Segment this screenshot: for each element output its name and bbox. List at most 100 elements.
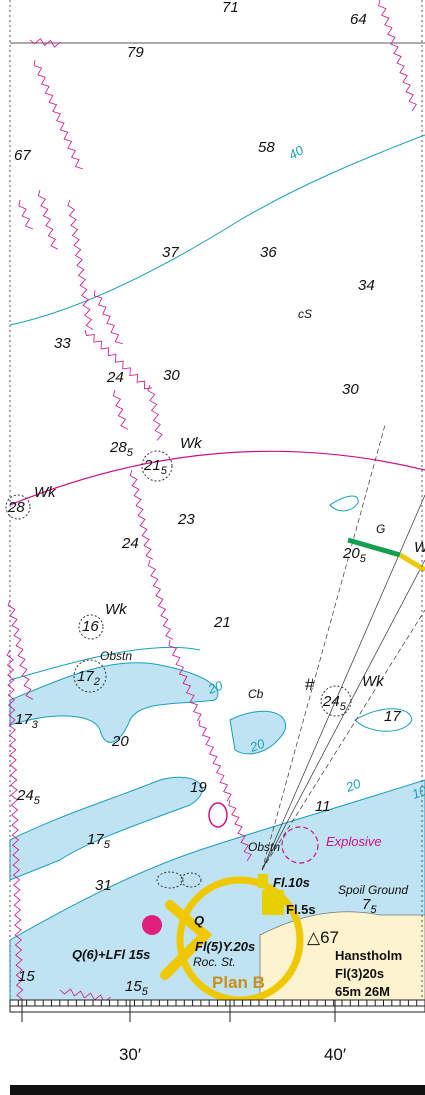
chart-label: Roc. St. bbox=[193, 955, 236, 969]
label-text: Obstn bbox=[100, 649, 132, 663]
label-text: 20 bbox=[205, 678, 225, 698]
chart-label: 31 bbox=[95, 877, 112, 894]
label-text: 67 bbox=[14, 147, 31, 164]
chart-label: 215 bbox=[143, 457, 168, 477]
label-subscript: 5 bbox=[104, 839, 111, 851]
label-text: 23 bbox=[177, 511, 195, 528]
label-text: 34 bbox=[358, 277, 375, 294]
label-text: Explosive bbox=[326, 834, 382, 849]
squiggle bbox=[147, 559, 174, 640]
squiggle bbox=[129, 469, 154, 560]
label-text: Fl(3)20s bbox=[335, 966, 384, 981]
chart-label: 21 bbox=[213, 614, 231, 631]
label-text: Q(6)+LFl 15s bbox=[72, 947, 150, 962]
label-text: 20 bbox=[343, 776, 363, 796]
chart-label: Q(6)+LFl 15s bbox=[72, 947, 150, 962]
label-text: 24 bbox=[322, 693, 340, 710]
chart-label: 37 bbox=[162, 244, 179, 261]
label-subscript: 5 bbox=[127, 447, 134, 459]
chart-label: 155 bbox=[125, 978, 149, 998]
label-text: Wk bbox=[180, 435, 203, 452]
dotted-circles bbox=[5, 450, 352, 889]
chart-label: Fl(3)20s bbox=[335, 966, 384, 981]
harbour-light bbox=[258, 874, 268, 888]
squiggle bbox=[168, 639, 202, 722]
label-text: 28 bbox=[7, 499, 25, 516]
chart-label: 16 bbox=[82, 618, 99, 635]
chart-label: 40 bbox=[286, 142, 307, 163]
chart-label: 19 bbox=[190, 779, 207, 796]
label-text: 33 bbox=[54, 335, 71, 352]
label-text: # bbox=[305, 675, 315, 694]
footer-bar bbox=[10, 1085, 425, 1095]
scale-bar bbox=[9, 999, 425, 1022]
scale-label: 40′ bbox=[324, 1045, 346, 1064]
light-flare bbox=[160, 900, 213, 980]
label-text: Roc. St. bbox=[193, 955, 236, 969]
label-text: 16 bbox=[82, 618, 99, 635]
squiggle bbox=[7, 599, 34, 700]
chart-label: Fl.5s bbox=[286, 902, 316, 917]
label-text: 28 bbox=[109, 439, 127, 456]
chart-label: 33 bbox=[54, 335, 71, 352]
label-text: Fl.10s bbox=[273, 875, 310, 890]
label-text: 31 bbox=[95, 877, 112, 894]
chart-label: 10 bbox=[410, 783, 425, 802]
label-subscript: 5 bbox=[34, 795, 41, 807]
label-subscript: 5 bbox=[142, 986, 149, 998]
label-text: 17 bbox=[15, 711, 32, 728]
label-subscript: 5 bbox=[360, 553, 367, 565]
label-text: cS bbox=[298, 307, 312, 321]
label-text: 20 bbox=[247, 736, 267, 756]
label-text: 36 bbox=[260, 244, 277, 261]
label-text: 71 bbox=[222, 0, 239, 16]
chart-label: 24 bbox=[106, 369, 124, 386]
label-subscript: 3 bbox=[32, 719, 39, 731]
label-subscript: 5 bbox=[340, 701, 347, 713]
label-text: Fl(5)Y.20s bbox=[195, 939, 255, 954]
chart-label: 245 bbox=[16, 787, 41, 807]
label-subscript: 5 bbox=[370, 904, 377, 916]
squiggle bbox=[228, 799, 252, 862]
label-text: Wk bbox=[105, 601, 128, 618]
chart-label: # bbox=[305, 675, 315, 694]
label-text: 24 bbox=[106, 369, 124, 386]
label-subscript: 2 bbox=[93, 676, 100, 688]
label-text: 20 bbox=[111, 733, 129, 750]
label-subscript: 5 bbox=[161, 465, 168, 477]
label-text: Hanstholm bbox=[335, 948, 402, 963]
chart-label: 24 bbox=[121, 535, 139, 552]
contours bbox=[9, 134, 425, 681]
label-text: 40 bbox=[286, 142, 307, 163]
chart-label: Explosive bbox=[326, 834, 382, 849]
label-text: 64 bbox=[350, 11, 367, 28]
chart-label: Q bbox=[194, 913, 204, 928]
label-text: △67 bbox=[307, 928, 339, 947]
label-text: 21 bbox=[143, 457, 161, 474]
chart-label: 67 bbox=[14, 147, 31, 164]
squiggle bbox=[378, 0, 417, 112]
chart-label: 30 bbox=[163, 367, 180, 384]
label-text: 7 bbox=[362, 896, 371, 913]
chart-label: 58 bbox=[258, 139, 275, 156]
chart-label: 17 bbox=[384, 708, 401, 725]
explosive-area bbox=[281, 826, 319, 864]
squiggle bbox=[67, 199, 94, 330]
chart-label: 36 bbox=[260, 244, 277, 261]
chart-label: 71 bbox=[222, 0, 239, 16]
chart-label: Wk bbox=[105, 601, 128, 618]
chart-label: Fl.10s bbox=[273, 875, 310, 890]
chart-label: 28 bbox=[7, 499, 25, 516]
label-text: 21 bbox=[213, 614, 231, 631]
label-text: 24 bbox=[121, 535, 139, 552]
chart-label: Cb bbox=[248, 687, 264, 701]
label-text: 15 bbox=[125, 978, 142, 995]
squiggle bbox=[93, 289, 123, 345]
label-text: 15 bbox=[18, 968, 35, 985]
squiggle bbox=[37, 189, 59, 250]
label-text: W bbox=[414, 539, 425, 556]
chart-label: Obstn bbox=[248, 840, 280, 854]
label-text: Wk bbox=[362, 673, 385, 690]
chart-label: Wk bbox=[34, 484, 57, 501]
